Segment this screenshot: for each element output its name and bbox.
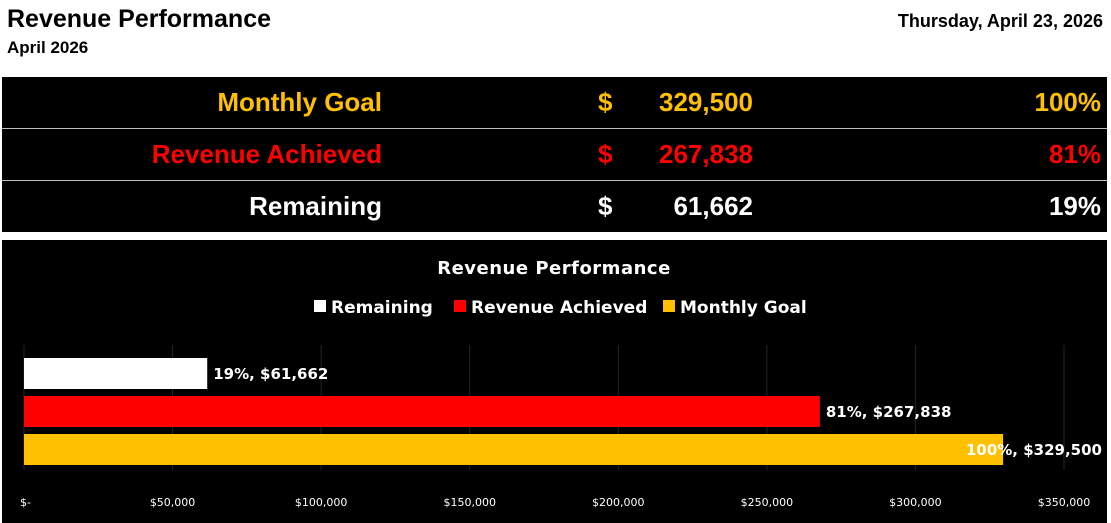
row-divider bbox=[2, 180, 1107, 181]
x-tick-label: $150,000 bbox=[443, 496, 496, 509]
legend-swatch bbox=[663, 300, 675, 312]
summary-currency: $ bbox=[598, 139, 613, 169]
summary-amount: 267,838 bbox=[659, 139, 753, 169]
legend-label: Revenue Achieved bbox=[471, 298, 647, 318]
legend-label: Remaining bbox=[331, 298, 433, 318]
summary-amount: 61,662 bbox=[673, 191, 753, 221]
summary-percent: 100% bbox=[1034, 87, 1102, 117]
x-tick-label: $100,000 bbox=[295, 496, 348, 509]
chart-panel: Revenue Performance Remaining Revenue Achi… bbox=[2, 240, 1107, 523]
x-tick-label: $200,000 bbox=[592, 496, 645, 509]
summary-label: Revenue Achieved bbox=[151, 139, 382, 169]
summary-percent: 19% bbox=[1048, 191, 1101, 221]
x-tick-label: $50,000 bbox=[150, 496, 196, 509]
bar-revenue-achieved bbox=[24, 396, 820, 427]
chart-title: Revenue Performance bbox=[437, 258, 671, 279]
x-tick-label: $300,000 bbox=[889, 496, 942, 509]
bar-monthly-goal bbox=[24, 434, 1004, 465]
summary-label: Monthly Goal bbox=[217, 87, 382, 117]
summary-percent: 81% bbox=[1048, 139, 1101, 169]
data-label: 19%, $61,662 bbox=[213, 365, 328, 383]
summary-currency: $ bbox=[598, 191, 613, 221]
page-subtitle: April 2026 bbox=[7, 38, 89, 57]
summary-label: Remaining bbox=[249, 191, 382, 221]
x-tick-label: $250,000 bbox=[741, 496, 794, 509]
bar-remaining bbox=[24, 358, 208, 389]
page-title: Revenue Performance bbox=[7, 5, 272, 33]
x-tick-label: $350,000 bbox=[1038, 496, 1091, 509]
summary-row-remaining: Remaining $ 61,662 19% bbox=[2, 181, 1107, 232]
data-label: 81%, $267,838 bbox=[826, 403, 952, 421]
summary-table: Monthly Goal $ 329,500 100% Revenue Achi… bbox=[2, 77, 1107, 232]
summary-row-revenue-achieved: Revenue Achieved $ 267,838 81% bbox=[2, 129, 1107, 180]
summary-amount: 329,500 bbox=[659, 87, 753, 117]
legend-swatch bbox=[314, 300, 326, 312]
summary-currency: $ bbox=[598, 87, 613, 117]
legend-label: Monthly Goal bbox=[680, 298, 807, 318]
page-date: Thursday, April 23, 2026 bbox=[897, 11, 1103, 31]
data-label: 100%, $329,500 bbox=[966, 441, 1102, 459]
legend-swatch bbox=[454, 300, 466, 312]
row-divider bbox=[2, 128, 1107, 129]
summary-row-monthly-goal: Monthly Goal $ 329,500 100% bbox=[2, 77, 1107, 128]
x-tick-label: $- bbox=[20, 496, 31, 509]
